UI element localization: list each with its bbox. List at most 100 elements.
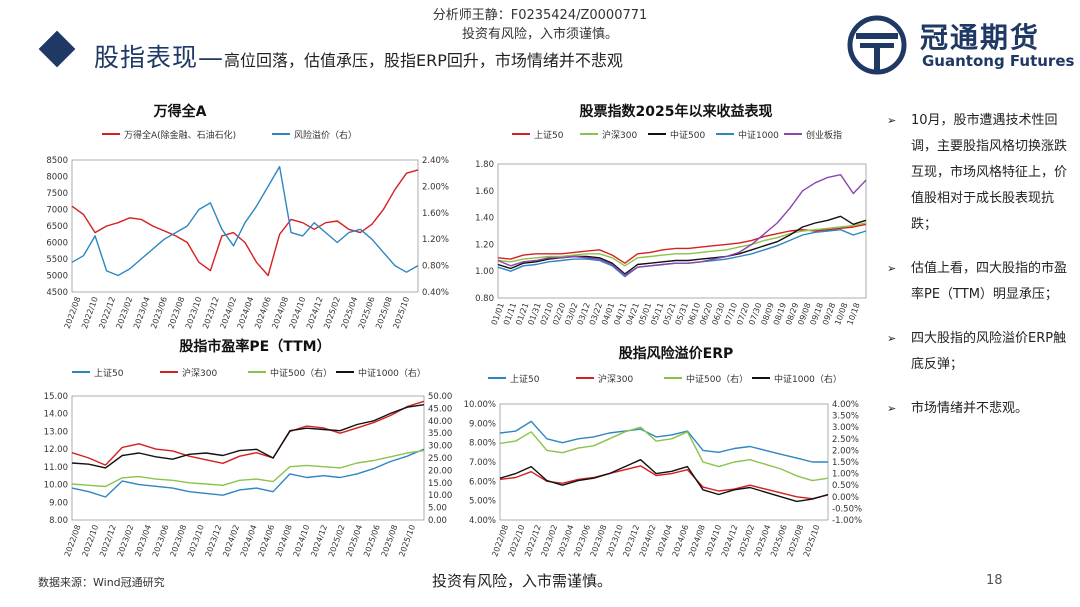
- x-tick-label: 2022/08: [63, 296, 83, 330]
- y2-tick-label: 30.00: [428, 442, 452, 452]
- x-tick-label: 2023/12: [204, 524, 224, 558]
- y-tick-label: 1.80: [475, 160, 494, 170]
- y2-tick-label: 0.40%: [422, 288, 449, 298]
- legend-label: 沪深300: [182, 367, 217, 379]
- y-tick-label: 9.00: [49, 498, 68, 508]
- y-tick-label: 5.00%: [469, 497, 496, 507]
- x-tick-label: 2023/12: [201, 296, 221, 330]
- x-tick-label: 2025/02: [327, 524, 347, 558]
- x-tick-label: 2024/12: [305, 296, 325, 330]
- company-logo-icon: [847, 15, 907, 75]
- x-tick-label: 2025/10: [802, 524, 822, 558]
- x-tick-label: 2024/10: [292, 524, 312, 558]
- y2-tick-label: 0.00: [428, 516, 447, 526]
- series-line-中证1000（右）: [71, 404, 425, 469]
- analyst-name: 分析师王静：F0235424/Z0000771: [432, 8, 648, 23]
- y-tick-label: 4500: [46, 288, 68, 298]
- y2-tick-label: 0.80%: [422, 262, 449, 272]
- y2-tick-label: 1.00%: [832, 470, 859, 480]
- y2-tick-label: 15.00: [428, 479, 452, 489]
- x-tick-label: 2024/08: [270, 296, 290, 330]
- series-line-沪深300: [71, 400, 425, 466]
- y-tick-label: 9.00%: [469, 419, 496, 429]
- chart-title: 股指市盈率PE（TTM）: [179, 338, 330, 355]
- x-tick-label: 2024/06: [253, 296, 273, 330]
- y-tick-label: 7.00%: [469, 458, 496, 468]
- y-tick-label: 1.20: [475, 240, 494, 250]
- y-tick-label: 13.00: [44, 427, 68, 437]
- x-tick-label: 2024/04: [236, 296, 256, 330]
- plot-frame: [71, 159, 419, 293]
- series-line-创业板指: [497, 173, 867, 276]
- x-tick-label: 2023/08: [167, 296, 187, 330]
- series-line-上证50: [497, 223, 867, 264]
- y2-tick-label: 3.00%: [832, 423, 859, 433]
- series-line-中证500: [497, 215, 867, 275]
- y2-tick-label: 20.00: [428, 466, 452, 476]
- x-tick-label: 2025/08: [380, 524, 400, 558]
- x-tick-label: 2022/12: [97, 296, 117, 330]
- x-tick-label: 2023/04: [133, 524, 153, 558]
- x-tick-label: 2023/10: [186, 524, 206, 558]
- x-tick-label: 2024/02: [218, 296, 238, 330]
- y-tick-label: 15.00: [44, 392, 68, 402]
- legend-label: 上证50: [510, 374, 540, 385]
- page-title: 股指表现—高位回落，估值承压，股指ERP回升，市场情绪并不悲观: [94, 38, 623, 74]
- plot-frame: [499, 403, 829, 521]
- legend-label: 中证500（右）: [270, 367, 332, 379]
- chart-index-pe-ttm: 股指市盈率PE（TTM） 上证50 沪深300 中证500（右） 中证1000（右） 8.…: [44, 338, 453, 558]
- y2-tick-label: 1.60%: [422, 209, 449, 219]
- legend-label: 中证1000（右）: [358, 367, 426, 379]
- company-name-en: Guantong Futures: [922, 52, 1075, 70]
- series-line-中证500（右）: [71, 449, 425, 488]
- summary-bullet: ➢ 10月，股市遭遇技术性回调，主要股指风格切换涨跌互现，市场风格特征上，价值股相…: [887, 108, 1067, 238]
- bullet-text: 10月，股市遭遇技术性回调，主要股指风格切换涨跌互现，市场风格特征上，价值股相对…: [911, 113, 1068, 232]
- series-line-中证500（右）: [499, 426, 829, 482]
- x-tick-label: 2023/10: [184, 296, 204, 330]
- summary-bullet: ➢ 估值上看，四大股指的市盈率PE（TTM）明显承压；: [887, 256, 1067, 308]
- chart-title: 股票指数2025年以来收益表现: [580, 103, 773, 120]
- y2-tick-label: 2.00%: [422, 182, 449, 192]
- plot-frame: [71, 395, 425, 521]
- x-tick-label: 2023/06: [151, 524, 171, 558]
- series-line-上证50: [499, 420, 828, 463]
- x-tick-label: 2022/10: [80, 296, 100, 330]
- y-tick-label: 8.00%: [469, 439, 496, 449]
- y-tick-label: 8000: [46, 173, 68, 183]
- y-tick-label: 8.00: [49, 516, 68, 526]
- legend-label: 创业板指: [806, 129, 842, 141]
- arrow-bullet-icon: ➢: [887, 402, 897, 415]
- y2-tick-label: 2.50%: [832, 435, 859, 445]
- summary-bullet: ➢ 市场情绪并不悲观。: [887, 396, 1067, 422]
- title-sub: 高位回落，估值承压，股指ERP回升，市场情绪并不悲观: [224, 51, 623, 70]
- y2-tick-label: 5.00: [428, 504, 447, 514]
- series-line-沪深300: [497, 222, 867, 267]
- x-tick-label: 2022/08: [63, 524, 83, 558]
- legend-label: 中证1000（右）: [774, 373, 842, 385]
- y-tick-label: 1.60: [475, 187, 494, 197]
- x-tick-label: 2024/10: [288, 296, 308, 330]
- legend-label: 上证50: [94, 368, 124, 379]
- x-tick-label: 2025/10: [391, 296, 411, 330]
- y2-tick-label: 1.20%: [422, 235, 449, 245]
- legend-label: 上证50: [534, 130, 564, 141]
- x-tick-label: 2023/08: [168, 524, 188, 558]
- x-tick-label: 2024/08: [274, 524, 294, 558]
- y2-tick-label: -1.00%: [832, 516, 862, 526]
- y2-tick-label: 25.00: [428, 454, 452, 464]
- y-tick-label: 11.00: [44, 463, 68, 473]
- chart-wind-all-a: 万得全A 万得全A(除金融、石油石化) 风险溢价（右） 4500 5000 5500 600…: [46, 103, 449, 330]
- x-tick-label: 2025/04: [344, 524, 364, 558]
- y-tick-label: 8500: [46, 156, 68, 166]
- y-tick-label: 5000: [46, 272, 68, 282]
- y2-tick-label: -0.50%: [832, 504, 862, 514]
- series-line-沪深300: [499, 465, 829, 500]
- bullet-text: 市场情绪并不悲观。: [911, 401, 1029, 416]
- chart-title: 万得全A: [153, 103, 207, 120]
- legend-label: 中证500: [670, 129, 705, 141]
- page-number: 18: [986, 573, 1003, 588]
- series-line-风险溢价（右）: [71, 165, 419, 277]
- y2-tick-label: 4.00%: [832, 400, 859, 410]
- x-tick-label: 2022/10: [80, 524, 100, 558]
- y-tick-label: 1.00: [475, 267, 494, 277]
